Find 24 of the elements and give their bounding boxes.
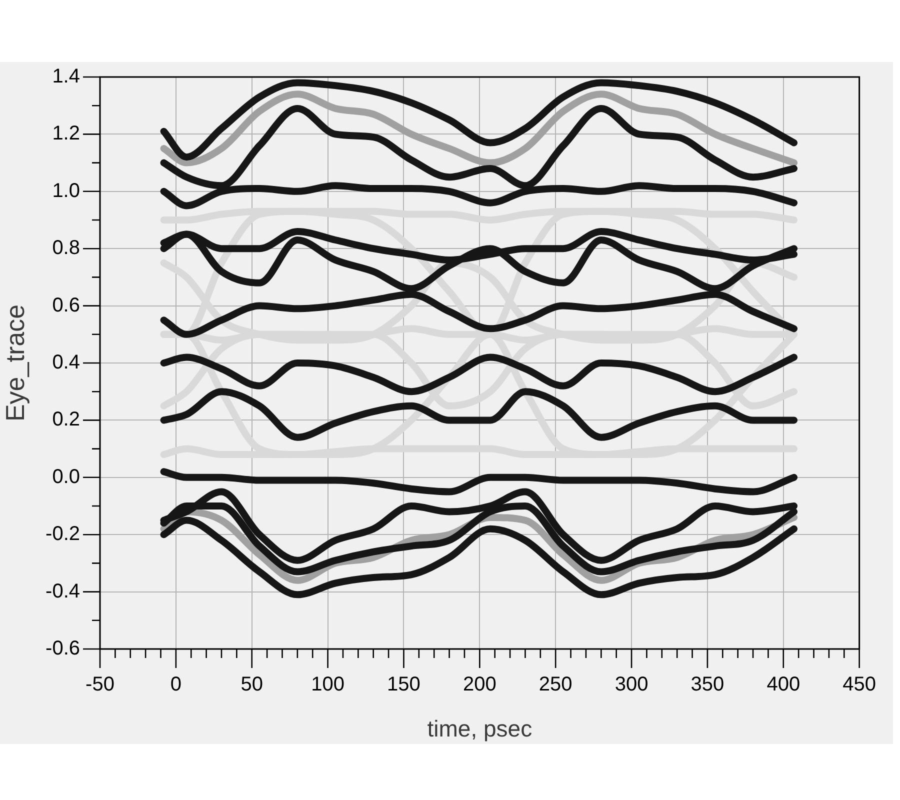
x-tick-label: 300 bbox=[614, 674, 648, 696]
y-axis-title: Eye_trace bbox=[0, 304, 30, 422]
x-tick-label: 0 bbox=[170, 674, 182, 696]
y-tick-label: -0.6 bbox=[46, 638, 80, 660]
y-tick-label: -0.2 bbox=[46, 523, 80, 546]
x-tick-label: 100 bbox=[311, 674, 344, 696]
y-tick-label: 0.0 bbox=[52, 466, 80, 488]
x-tick-label: 50 bbox=[240, 674, 263, 696]
y-tick-label: 0.8 bbox=[52, 237, 80, 260]
y-tick-label: 0.6 bbox=[52, 294, 80, 316]
x-axis-title: time, psec bbox=[427, 715, 532, 742]
y-tick-label: 1.2 bbox=[52, 122, 80, 145]
y-tick-label: -0.4 bbox=[46, 580, 80, 602]
x-tick-label: 400 bbox=[766, 674, 800, 696]
y-tick-label: 1.4 bbox=[52, 66, 80, 88]
x-tick-label: 450 bbox=[842, 674, 876, 696]
x-tick-label: 350 bbox=[690, 674, 724, 696]
y-tick-label: 0.4 bbox=[52, 352, 80, 374]
x-tick-label: 150 bbox=[387, 674, 420, 696]
y-tick-label: 1.0 bbox=[52, 180, 80, 202]
x-tick-label: 250 bbox=[538, 674, 572, 696]
y-tick-label: 0.2 bbox=[52, 408, 80, 431]
x-tick-label: 200 bbox=[462, 674, 496, 696]
x-tick-label: -50 bbox=[86, 674, 114, 696]
